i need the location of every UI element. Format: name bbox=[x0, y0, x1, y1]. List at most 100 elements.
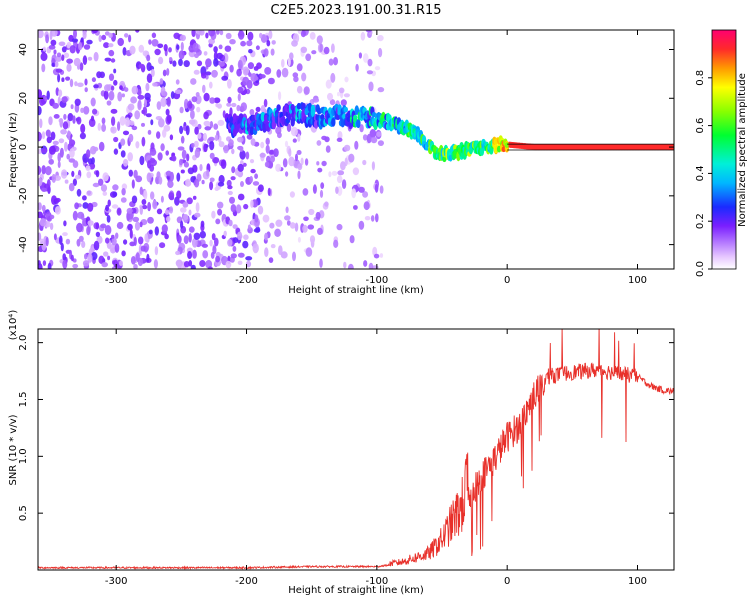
spectrogram-noise-cell bbox=[213, 51, 218, 61]
spectrogram-ridge-cell bbox=[596, 144, 599, 151]
y-tick-label: 40 bbox=[18, 43, 29, 56]
spectrogram-noise-cell bbox=[230, 176, 236, 181]
spectrogram-noise-cell bbox=[292, 251, 296, 262]
spectrogram-noise-cell bbox=[351, 188, 357, 199]
spectrogram-noise-cell bbox=[228, 219, 233, 227]
spectrogram-noise-cell bbox=[239, 146, 244, 153]
spectrogram-noise-cell bbox=[177, 146, 185, 151]
spectrogram-noise-cell bbox=[188, 103, 193, 109]
spectrogram-noise-cell bbox=[104, 57, 112, 62]
spectrogram-noise-cell bbox=[162, 91, 168, 97]
spectrogram-noise-cell bbox=[223, 144, 229, 154]
spectrogram-noise-cell bbox=[108, 32, 113, 39]
spectrogram-ridge-cell bbox=[591, 144, 594, 151]
spectrogram-noise-cell bbox=[48, 44, 56, 50]
spectrogram-ridge-cell bbox=[621, 144, 624, 151]
spectrogram-ridge-cell bbox=[310, 107, 316, 118]
spectrogram-noise-cell bbox=[161, 224, 168, 234]
spectrogram-ridge-cell bbox=[547, 144, 550, 151]
spectrogram-noise-cell bbox=[190, 78, 197, 85]
spectrogram-ridge-cell bbox=[597, 144, 600, 151]
spectrogram-noise-cell bbox=[269, 222, 275, 229]
spectrogram-noise-cell bbox=[165, 108, 170, 116]
spectrogram-noise-cell bbox=[252, 181, 260, 186]
spectrogram-noise-cell bbox=[158, 56, 164, 65]
spectrogram-noise-cell bbox=[57, 152, 61, 162]
spectrogram-noise-cell bbox=[38, 30, 44, 39]
spectrogram-ridge-cell bbox=[616, 144, 619, 151]
spectrogram-ridge-cell bbox=[567, 144, 570, 151]
spectrogram-noise-cell bbox=[175, 250, 181, 256]
spectrogram-noise-cell bbox=[202, 250, 209, 259]
spectrogram-noise-cell bbox=[130, 255, 136, 265]
spectrogram-noise-cell bbox=[121, 93, 126, 98]
spectrogram-noise-cell bbox=[270, 244, 276, 249]
spectrogram-noise-cell bbox=[131, 179, 135, 189]
spectrogram-noise-cell bbox=[80, 37, 84, 43]
spectrogram-noise-cell bbox=[90, 115, 95, 122]
spectrogram-noise-cell bbox=[193, 140, 199, 148]
spectrogram-noise-cell bbox=[198, 30, 205, 36]
snr-panel: -300 -200 -100 0 100 0.5 1.0 1.5 2.0 Height of … bbox=[8, 310, 675, 596]
spectrogram-noise-cell bbox=[265, 137, 270, 145]
spectrogram-ridge-cell bbox=[566, 144, 569, 151]
spectrogram-noise-cell bbox=[98, 178, 104, 186]
spectrogram-noise-cell bbox=[203, 120, 211, 127]
spectrogram-noise-cell bbox=[294, 222, 299, 232]
spectrogram-noise-cell bbox=[242, 162, 247, 167]
spectrogram-noise-cell bbox=[219, 30, 224, 36]
spectrogram-ridge-cell bbox=[519, 142, 522, 149]
spectrogram-noise-cell bbox=[38, 202, 42, 211]
spectrogram-noise-cell bbox=[110, 108, 118, 114]
spectrogram-noise-cell bbox=[296, 63, 303, 72]
spectrogram-noise-cell bbox=[280, 251, 288, 259]
spectrogram-noise-cell bbox=[194, 212, 201, 218]
spectrogram-noise-cell bbox=[375, 213, 379, 223]
spectrogram-noise-cell bbox=[152, 82, 158, 87]
spectrogram-noise-cell bbox=[336, 137, 343, 142]
spectrogram-noise-cell bbox=[203, 92, 210, 102]
spectrogram-ridge-cell bbox=[557, 144, 559, 151]
spectrogram-noise-cell bbox=[187, 181, 192, 186]
spectrogram-noise-cell bbox=[188, 226, 195, 233]
spectrogram-ridge-cell bbox=[539, 144, 542, 151]
x-tick-label: -100 bbox=[366, 275, 389, 286]
spectrogram-ridge-cell bbox=[343, 106, 348, 113]
spectrogram-noise-cell bbox=[215, 218, 221, 225]
spectrogram-noise-cell bbox=[39, 96, 45, 106]
spectrogram-noise-cell bbox=[152, 200, 158, 210]
spectrogram-noise-cell bbox=[297, 133, 301, 142]
spectrogram-noise-cell bbox=[270, 48, 275, 56]
spectrogram-ridge-cell bbox=[643, 144, 645, 151]
spectrogram-ridge-cell bbox=[513, 142, 516, 149]
spectrogram-noise-cell bbox=[120, 197, 127, 203]
spectrogram-ridge-cell bbox=[619, 144, 622, 151]
spectrogram-noise-cell bbox=[158, 118, 165, 128]
spectrogram-noise-cell bbox=[58, 118, 64, 124]
spectrogram-noise-cell bbox=[307, 224, 315, 230]
spectrogram-noise-cell bbox=[62, 232, 68, 237]
spectrogram-noise-cell bbox=[205, 259, 213, 269]
spectrogram-noise-cell bbox=[83, 44, 91, 50]
spectrogram-noise-cell bbox=[230, 253, 237, 259]
colorbar-ticks: 0.0 0.2 0.4 0.6 0.8 bbox=[695, 70, 712, 277]
spectrogram-ridge-cell bbox=[271, 119, 277, 130]
spectrogram-noise-cell bbox=[167, 180, 174, 189]
spectrogram-ridge-cell bbox=[647, 144, 650, 151]
spectrogram-noise-cell bbox=[83, 106, 90, 115]
spectrogram-noise-cell bbox=[369, 129, 377, 138]
spectrogram-noise-cell bbox=[368, 81, 374, 92]
spectrogram-noise-cell bbox=[273, 148, 279, 158]
spectrogram-noise-cell bbox=[300, 157, 304, 166]
spectrogram-noise-cell bbox=[72, 258, 77, 263]
spectrogram-noise-cell bbox=[139, 155, 145, 166]
spectrogram-ridge-cell bbox=[625, 144, 628, 151]
spectrogram-noise-cell bbox=[39, 238, 45, 246]
spectrogram-noise-cell bbox=[103, 42, 110, 49]
spectrogram-noise-cell bbox=[134, 110, 141, 120]
spectrogram-noise-cell bbox=[175, 79, 180, 85]
spectrogram-ridge-cell bbox=[533, 144, 536, 151]
spectrogram-noise-cell bbox=[102, 191, 108, 196]
spectrogram-noise-cell bbox=[243, 203, 249, 210]
